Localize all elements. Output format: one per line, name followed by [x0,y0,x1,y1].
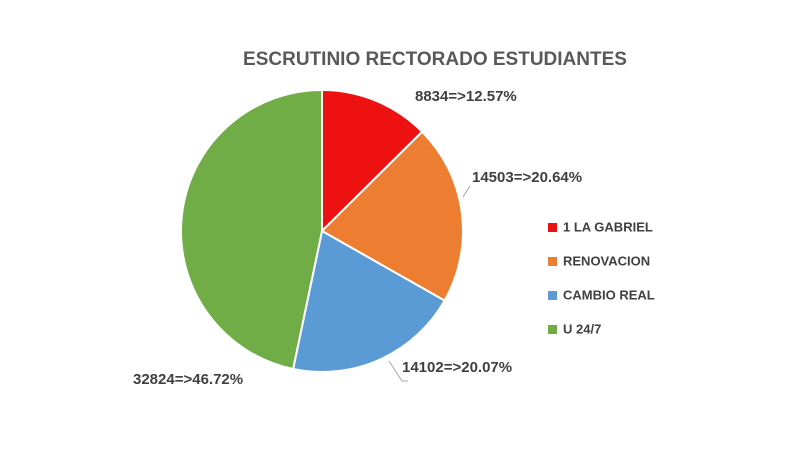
legend-swatch [548,223,557,232]
legend-swatch [548,291,557,300]
data-label: 8834=>12.57% [415,88,517,105]
pie-slice [291,229,446,373]
data-label: 14503=>20.64% [472,169,582,186]
legend-swatch [548,325,557,334]
chart-title: ESCRUTINIO RECTORADO ESTUDIANTES [243,49,627,70]
legend-label: U 24/7 [563,321,601,336]
pie-slice [320,130,464,302]
legend-label: RENOVACION [563,253,650,268]
leader-line [388,360,408,382]
legend-swatch [548,257,557,266]
pie-slice [180,88,323,371]
data-label: 32824=>46.72% [133,371,243,388]
leader-line [462,185,471,198]
pie-slice [321,88,424,234]
legend-label: 1 LA GABRIEL [563,219,653,234]
data-label: 14102=>20.07% [402,359,512,376]
legend-label: CAMBIO REAL [563,287,655,302]
